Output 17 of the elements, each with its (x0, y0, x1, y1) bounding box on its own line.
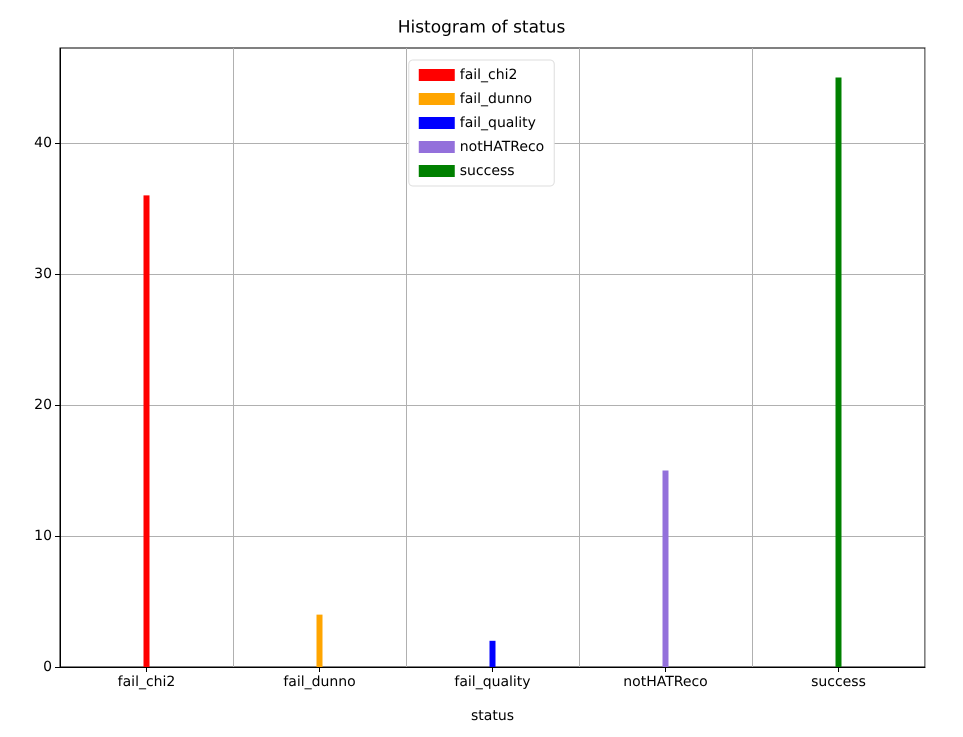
y-tick-label: 0 (43, 659, 52, 675)
x-tick-label: fail_chi2 (118, 674, 176, 690)
legend-label: fail_chi2 (460, 67, 518, 83)
legend-label: fail_quality (460, 115, 536, 131)
y-tick-label: 20 (34, 396, 52, 413)
legend-label: notHATReco (460, 139, 544, 155)
x-tick-label: fail_quality (454, 674, 531, 690)
x-tick-label: success (811, 674, 866, 690)
legend-label: fail_dunno (460, 91, 532, 107)
x-tick-label: fail_dunno (283, 674, 356, 690)
y-tick-label: 40 (34, 134, 52, 151)
legend-label: success (460, 163, 515, 179)
y-tick-label: 10 (34, 528, 52, 544)
x-tick-label: notHATReco (623, 674, 708, 690)
chart-title: Histogram of status (398, 18, 566, 38)
x-axis-title: status (470, 708, 514, 724)
y-tick-label: 30 (34, 266, 52, 282)
